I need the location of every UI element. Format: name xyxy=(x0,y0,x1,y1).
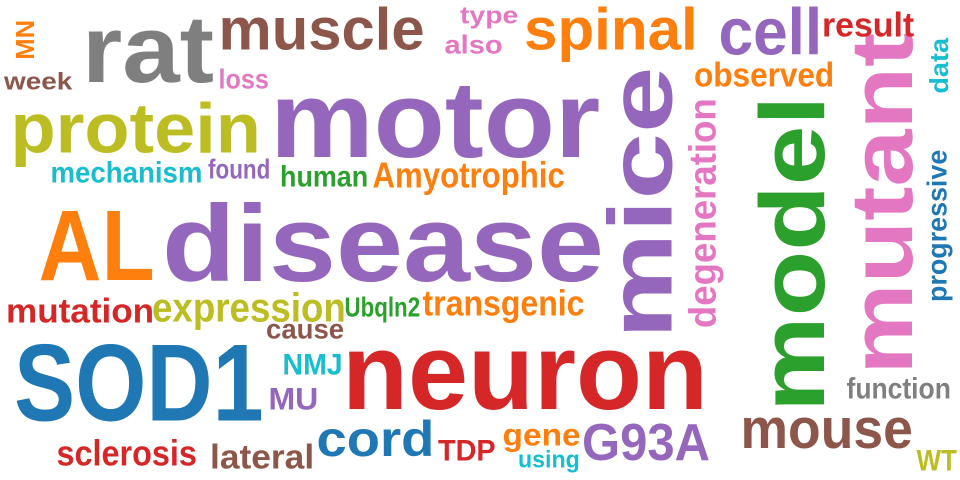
word-week: week xyxy=(3,68,73,95)
word-wt: WT xyxy=(916,443,957,477)
word-expression: expression xyxy=(151,285,346,330)
word-data: data xyxy=(924,37,953,94)
word-mice: mice xyxy=(590,65,691,339)
word-using: using xyxy=(517,446,580,473)
word-mutation: mutation xyxy=(6,291,155,330)
word-loss: loss xyxy=(218,64,269,95)
word-ubqln2: Ubqln2 xyxy=(343,292,420,323)
word-disease: disease xyxy=(161,183,605,305)
word-mechanism: mechanism xyxy=(49,155,202,189)
word-cause: cause xyxy=(266,314,345,345)
word-g93a: G93A xyxy=(581,412,710,471)
word-human: human xyxy=(280,159,369,193)
word-model: model xyxy=(740,95,844,412)
word-cell: cell xyxy=(717,0,822,69)
word-degeneration: degeneration xyxy=(680,98,724,329)
word-mouse: mouse xyxy=(740,396,913,460)
word-mutant: mutant xyxy=(832,32,931,375)
word-sod1: SOD1 xyxy=(13,320,264,444)
word-function: function xyxy=(846,371,951,405)
word-observed: observed xyxy=(694,55,835,94)
word-sclerosis: sclerosis xyxy=(56,433,197,474)
word-amyotrophic: Amyotrophic xyxy=(372,155,565,196)
word-found: found xyxy=(208,154,271,185)
word-muscle: muscle xyxy=(218,0,425,63)
word-result: result xyxy=(822,5,915,44)
word-neuron: neuron xyxy=(341,311,708,433)
word-lateral: lateral xyxy=(210,437,315,476)
word-gene: gene xyxy=(502,417,581,453)
word-spinal: spinal xyxy=(523,0,698,63)
word-rat: rat xyxy=(81,0,215,103)
word-al: AL xyxy=(38,190,155,302)
word-type: type xyxy=(459,2,519,29)
word-also: also xyxy=(443,30,503,59)
word-mn: MN xyxy=(10,19,40,60)
word-mu: MU xyxy=(267,381,318,417)
word-nmj: NMJ xyxy=(282,347,343,381)
word-cord: cord xyxy=(316,411,434,467)
word-tdp: TDP xyxy=(437,433,496,467)
word-progressive: progressive xyxy=(922,149,954,302)
word-motor: motor xyxy=(269,59,601,181)
word-protein: protein xyxy=(10,89,261,168)
word-transgenic: transgenic xyxy=(421,283,584,324)
